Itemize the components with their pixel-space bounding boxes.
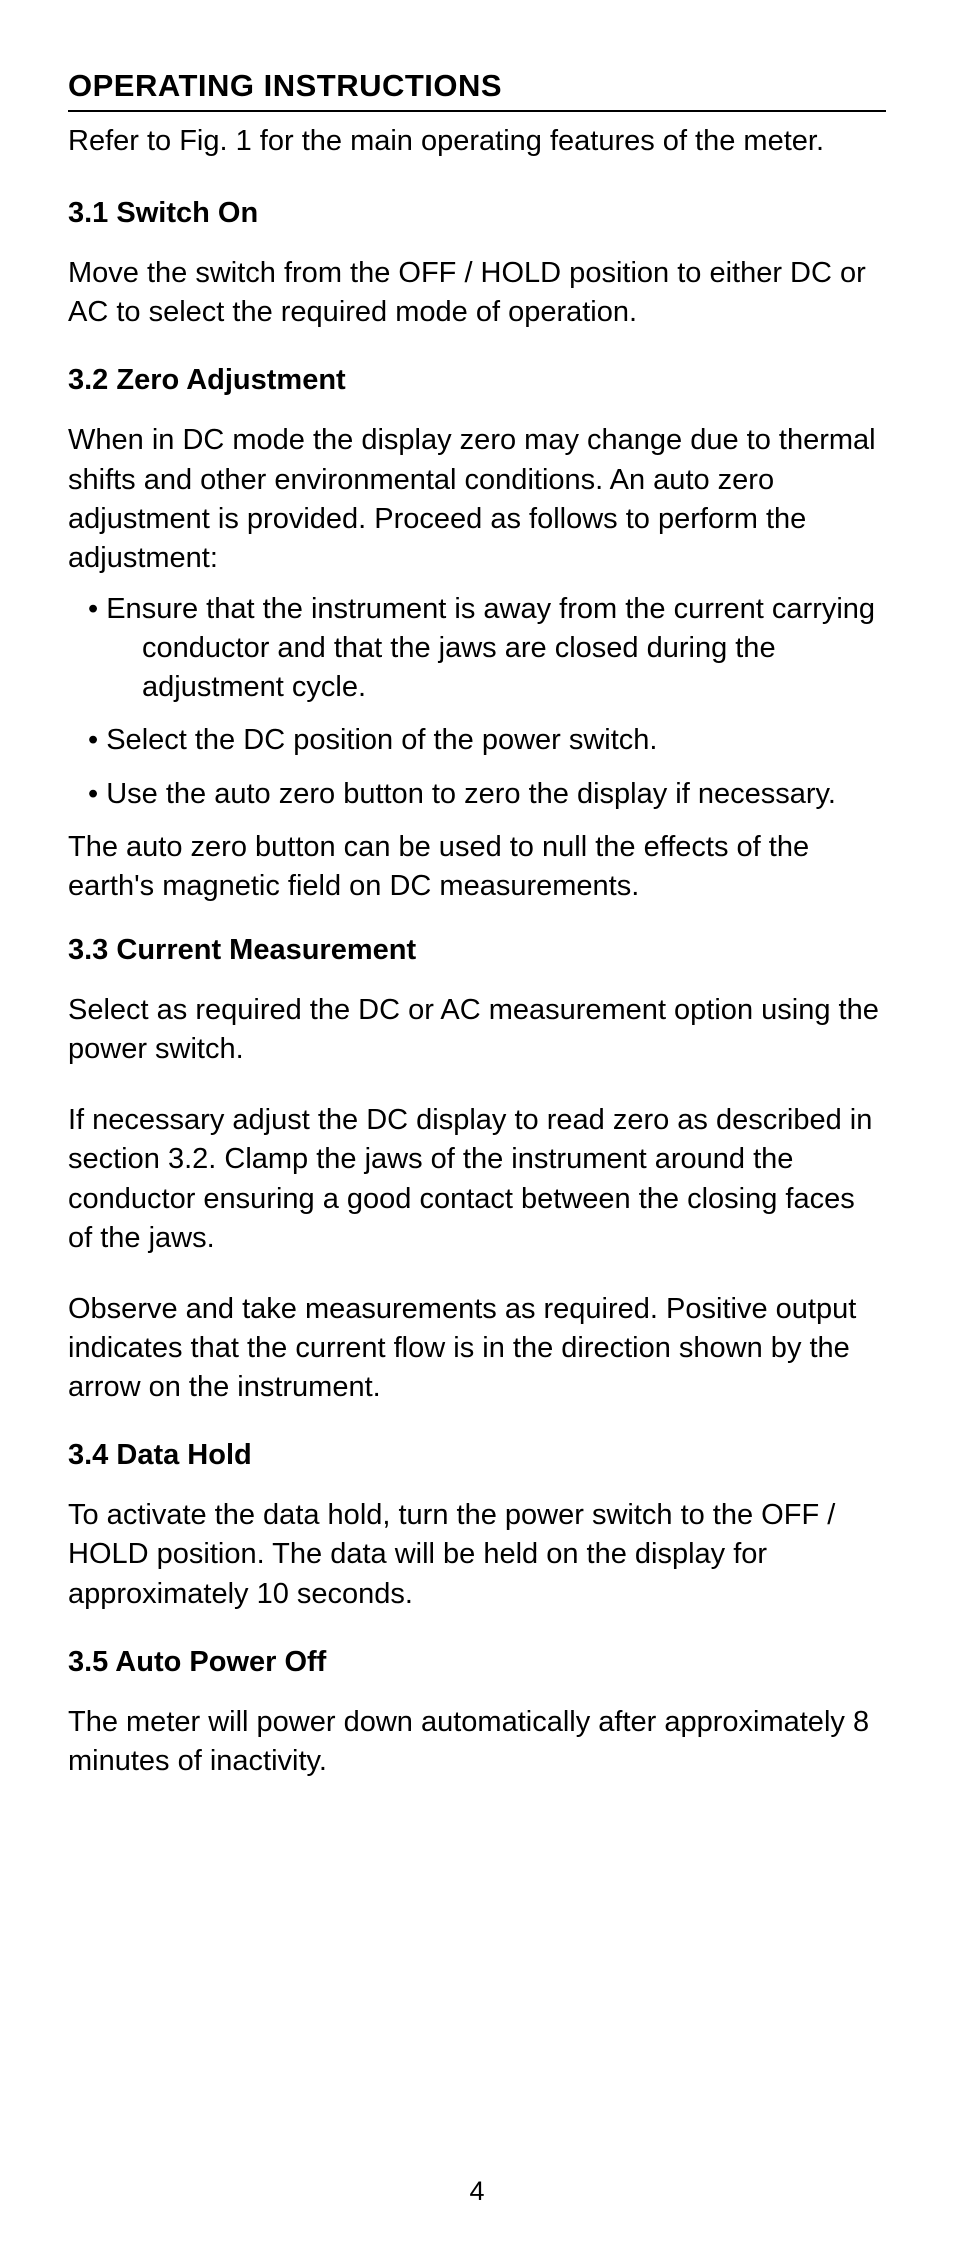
page-title: OPERATING INSTRUCTIONS: [68, 68, 886, 112]
section-3-5: 3.5 Auto Power Off The meter will power …: [68, 1646, 886, 1781]
section-3-4: 3.4 Data Hold To activate the data hold,…: [68, 1439, 886, 1613]
body-paragraph: The meter will power down automatically …: [68, 1703, 886, 1781]
body-paragraph: The auto zero button can be used to null…: [68, 828, 886, 906]
section-heading: 3.4 Data Hold: [68, 1439, 886, 1472]
body-paragraph: Move the switch from the OFF / HOLD posi…: [68, 254, 886, 332]
section-3-1: 3.1 Switch On Move the switch from the O…: [68, 197, 886, 332]
bullet-list: Ensure that the instrument is away from …: [68, 590, 886, 814]
page-number: 4: [0, 2176, 954, 2207]
list-item: Ensure that the instrument is away from …: [68, 590, 886, 707]
list-item: Use the auto zero button to zero the dis…: [68, 775, 886, 814]
body-paragraph: Observe and take measurements as require…: [68, 1290, 886, 1407]
intro-paragraph: Refer to Fig. 1 for the main operating f…: [68, 122, 886, 161]
body-paragraph: To activate the data hold, turn the powe…: [68, 1496, 886, 1613]
list-item: Select the DC position of the power swit…: [68, 721, 886, 760]
body-paragraph: Select as required the DC or AC measurem…: [68, 991, 886, 1069]
section-3-3: 3.3 Current Measurement Select as requir…: [68, 934, 886, 1407]
body-paragraph: When in DC mode the display zero may cha…: [68, 421, 886, 578]
section-heading: 3.5 Auto Power Off: [68, 1646, 886, 1679]
section-heading: 3.1 Switch On: [68, 197, 886, 230]
section-3-2: 3.2 Zero Adjustment When in DC mode the …: [68, 364, 886, 906]
section-heading: 3.2 Zero Adjustment: [68, 364, 886, 397]
section-heading: 3.3 Current Measurement: [68, 934, 886, 967]
body-paragraph: If necessary adjust the DC display to re…: [68, 1101, 886, 1258]
document-page: OPERATING INSTRUCTIONS Refer to Fig. 1 f…: [0, 0, 954, 1781]
